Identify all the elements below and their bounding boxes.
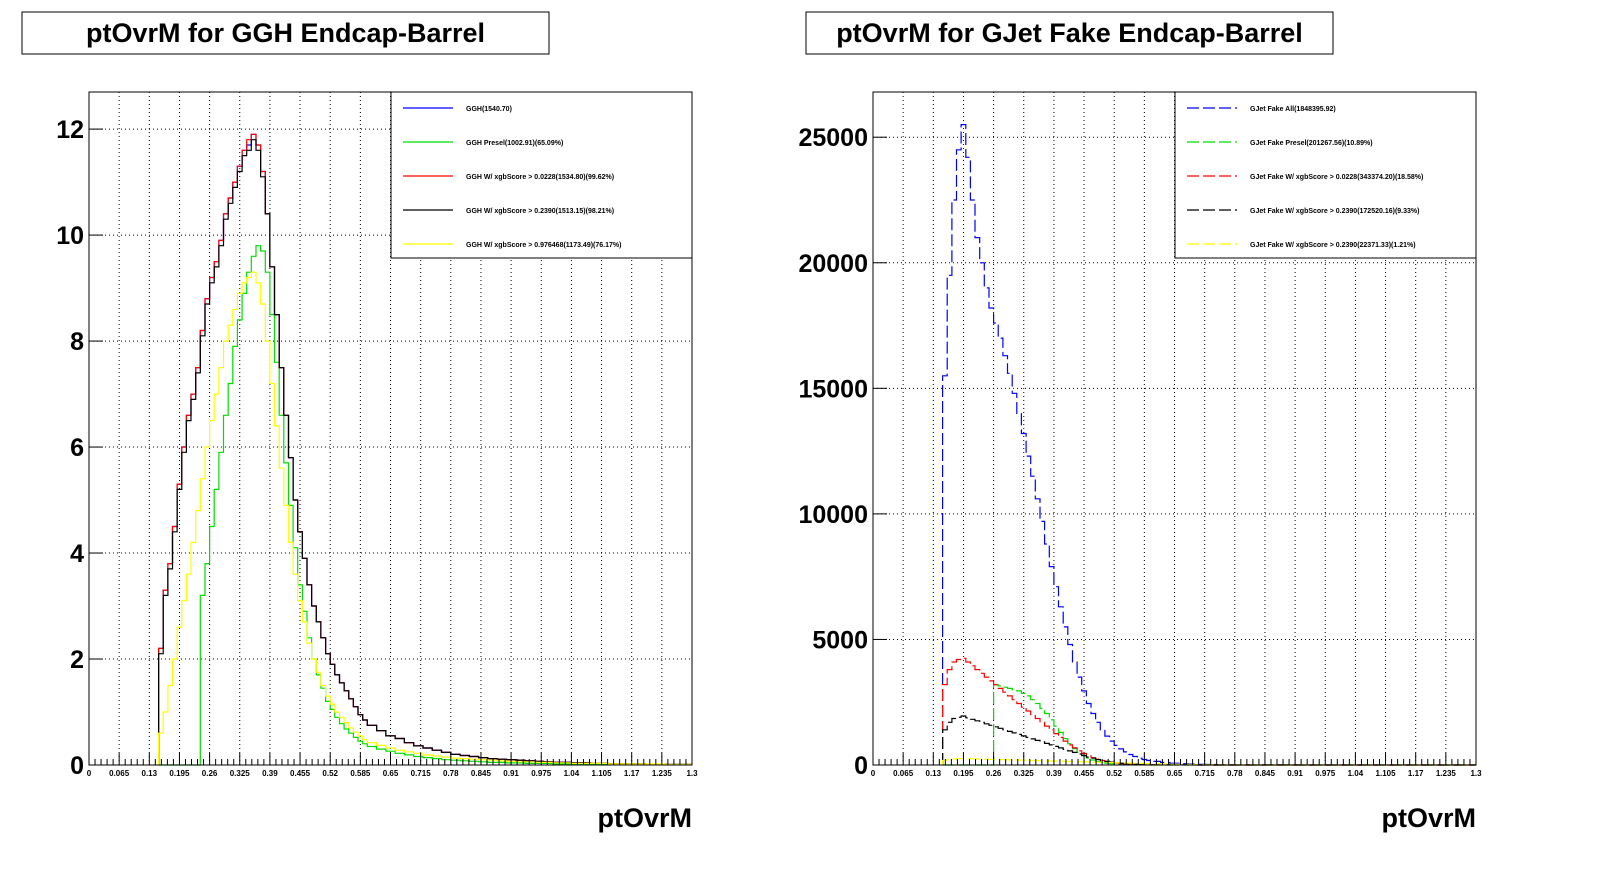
x-tick-label: 1.04	[564, 769, 580, 778]
y-tick-label: 10000	[798, 501, 868, 529]
x-tick-label: 0.91	[503, 769, 519, 778]
x-tick-label: 0.52	[322, 769, 338, 778]
series-line-2	[942, 657, 1476, 766]
legend-entry: GJet Fake W/ xgbScore > 0.0228(343374.20…	[1250, 174, 1423, 181]
series-line-4	[942, 758, 1476, 766]
y-tick-label: 20000	[798, 250, 868, 278]
x-tick-label: 0.39	[1046, 769, 1062, 778]
legend: GGH(1540.70) GGH Presel(1002.91)(65.09%) G…	[390, 91, 693, 259]
x-tick-label: 0.39	[262, 769, 278, 778]
x-tick-label: 0.325	[230, 769, 251, 778]
x-tick-label: 1.17	[1408, 769, 1424, 778]
x-tick-label: 0.52	[1106, 769, 1122, 778]
y-tick-label: 6	[70, 434, 84, 462]
legend-entry: GGH W/ xgbScore > 0.2390(1513.15)(98.21%…	[466, 208, 614, 215]
x-tick-label: 0.26	[986, 769, 1002, 778]
x-tick-label: 0.065	[893, 769, 914, 778]
x-tick-label: 0.26	[202, 769, 218, 778]
x-tick-label: 0.715	[411, 769, 432, 778]
legend-entry: GGH(1540.70)	[466, 106, 512, 113]
y-tick-label: 25000	[798, 124, 868, 152]
x-tick-label: 0.845	[1255, 769, 1276, 778]
x-tick-label: 0	[871, 769, 876, 778]
legend-entry: GJet Fake W/ xgbScore > 0.2390(172520.16…	[1250, 208, 1419, 215]
y-tick-label: 10	[56, 222, 84, 250]
chart-title-box	[21, 11, 550, 55]
x-tick-label: 0.455	[290, 769, 311, 778]
chart-title-box	[805, 11, 1334, 55]
x-tick-label: 0.585	[1134, 769, 1155, 778]
x-axis-title: ptOvrM	[598, 803, 693, 833]
x-tick-label: 1.105	[592, 769, 613, 778]
chart-panel-gjet: ptOvrM for GJet Fake Endcap-Barrel 0 0.065…	[798, 11, 1482, 833]
x-tick-label: 0.455	[1074, 769, 1095, 778]
legend-entry: GJet Fake Presel(201267.56)(10.89%)	[1250, 140, 1373, 147]
x-tick-label: 0.78	[443, 769, 459, 778]
series-line-1	[942, 684, 1476, 766]
x-tick-label: 1.04	[1348, 769, 1364, 778]
series-line-1	[158, 245, 692, 766]
x-tick-label: 0.195	[169, 769, 190, 778]
chart-panel-ggh: ptOvrM for GGH Endcap-Barrel 0 0.065 0.13 0.…	[21, 11, 698, 833]
x-tick-label: 1.235	[652, 769, 673, 778]
legend-box	[390, 91, 693, 259]
x-tick-label: 0.65	[383, 769, 399, 778]
x-tick-label: 0.585	[350, 769, 371, 778]
y-tick-label: 8	[70, 328, 84, 356]
x-tick-label: 0.975	[1315, 769, 1336, 778]
x-tick-label: 0.91	[1287, 769, 1303, 778]
y-tick-label: 2	[70, 646, 84, 674]
y-tick-label: 5000	[812, 626, 868, 654]
x-tick-label: 0.065	[109, 769, 130, 778]
x-tick-label: 0.845	[471, 769, 492, 778]
x-tick-label: 0.65	[1167, 769, 1183, 778]
legend-box	[1174, 91, 1477, 259]
x-tick-label: 0.13	[142, 769, 158, 778]
x-tick-label: 1.235	[1436, 769, 1457, 778]
chart-title: ptOvrM for GGH Endcap-Barrel	[86, 18, 485, 48]
legend-entry: GGH Presel(1002.91)(65.09%)	[466, 140, 563, 147]
x-tick-label: 0.195	[953, 769, 974, 778]
series-line-4	[158, 271, 692, 766]
chart-title: ptOvrM for GJet Fake Endcap-Barrel	[836, 18, 1303, 48]
y-tick-label: 0	[70, 752, 84, 780]
x-axis-title: ptOvrM	[1382, 803, 1477, 833]
x-tick-label: 0.715	[1195, 769, 1216, 778]
x-tick-label: 0.13	[926, 769, 942, 778]
x-tick-label: 1.3	[686, 769, 698, 778]
x-tick-label: 0.975	[531, 769, 552, 778]
y-tick-label: 15000	[798, 375, 868, 403]
x-tick-label: 1.17	[624, 769, 640, 778]
x-tick-label: 0.325	[1014, 769, 1035, 778]
legend-entry: GGH W/ xgbScore > 0.0228(1534.80)(99.62%…	[466, 174, 614, 181]
x-tick-label: 0.78	[1227, 769, 1243, 778]
legend-entry: GJet Fake W/ xgbScore > 0.2390(22371.33)…	[1250, 242, 1416, 249]
legend: GJet Fake All(1848395.92) GJet Fake Prese…	[1174, 91, 1477, 259]
y-tick-label: 4	[70, 540, 84, 568]
x-tick-label: 0	[87, 769, 92, 778]
x-tick-label: 1.3	[1470, 769, 1482, 778]
series-line-3	[942, 715, 1476, 766]
x-tick-label: 1.105	[1376, 769, 1397, 778]
y-tick-label: 0	[854, 752, 868, 780]
y-tick-label: 12	[56, 116, 84, 144]
legend-entry: GJet Fake All(1848395.92)	[1250, 106, 1336, 113]
legend-entry: GGH W/ xgbScore > 0.976468(1173.49)(76.1…	[466, 242, 621, 249]
